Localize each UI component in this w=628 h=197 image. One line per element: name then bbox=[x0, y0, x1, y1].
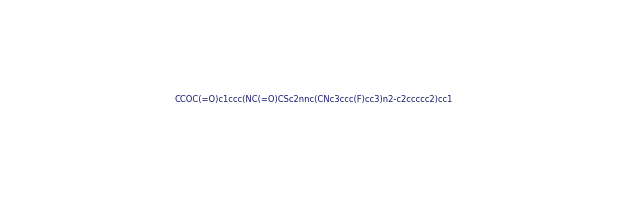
Text: CCOC(=O)c1ccc(NC(=O)CSc2nnc(CNc3ccc(F)cc3)n2-c2ccccc2)cc1: CCOC(=O)c1ccc(NC(=O)CSc2nnc(CNc3ccc(F)cc… bbox=[175, 95, 453, 103]
